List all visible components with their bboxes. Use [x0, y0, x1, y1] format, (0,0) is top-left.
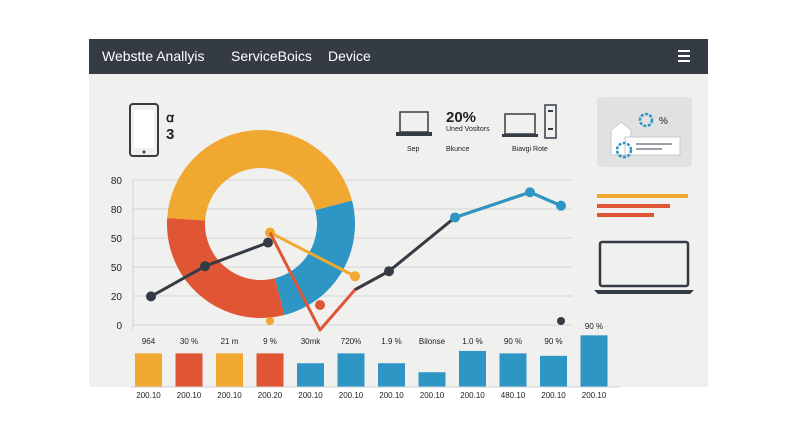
bounce-label: Bkunce: [446, 146, 469, 153]
line-series-blue-point: [450, 212, 460, 223]
bar-chart: 964 200.10 30 % 200.10 21 m 200.10 9 % 200.20 30…: [135, 322, 608, 400]
bar-bottom-label: 200.10: [217, 391, 242, 400]
bar-bottom-label: 200.10: [379, 391, 404, 400]
donut-slice: [274, 200, 355, 316]
bar-bottom-label: 480.10: [501, 391, 526, 400]
phone-widget-glyph: ꭤ: [166, 110, 175, 125]
line-series-blue: [454, 190, 562, 219]
line-series-dark-point: [200, 261, 210, 272]
bar-top-label: 90 %: [544, 337, 562, 346]
bar-top-label: 21 m: [221, 337, 239, 346]
gear-icon-large: [615, 141, 633, 159]
bar: [175, 353, 203, 387]
progress-line-red-1: [597, 204, 670, 208]
line-series-orange-point: [350, 271, 360, 282]
bar-bottom-label: 200.10: [298, 391, 323, 400]
y-tick-label: 0: [116, 321, 122, 332]
line-series-blue-point: [525, 187, 535, 198]
bar: [297, 363, 324, 387]
laptop-icon: [396, 111, 432, 136]
nav-item-website-analysis[interactable]: Webstte Anallyis: [102, 48, 205, 64]
bar: [256, 353, 284, 387]
orange-marker-point: [266, 317, 274, 325]
bar-bottom-label: 200.10: [582, 391, 607, 400]
y-tick-label: 50: [111, 234, 123, 245]
donut-chart: [167, 130, 355, 318]
bar-top-label: 964: [142, 337, 156, 346]
bar-top-label: 30mk: [301, 337, 322, 346]
dark-marker-point: [557, 317, 565, 325]
bar: [135, 353, 162, 387]
bar-top-label: 90 %: [585, 322, 603, 331]
line-series-dark-point: [146, 291, 156, 302]
bar: [337, 353, 365, 387]
line-series-dark-point: [263, 237, 273, 248]
line-series-dark-point: [384, 266, 394, 277]
bar-top-label: 90 %: [504, 337, 522, 346]
sep-label: Sep: [407, 146, 420, 153]
top-navbar: Webstte Anallyis ServiceBoics Device: [89, 39, 708, 74]
y-axis-ticks: 80 80 50 50 20 0: [111, 176, 123, 332]
donut-slice: [167, 130, 353, 221]
bar-bottom-label: 200.10: [420, 391, 445, 400]
bar: [216, 353, 243, 387]
y-tick-label: 80: [111, 176, 123, 187]
bar: [459, 350, 486, 387]
bar-top-label: 30 %: [180, 337, 198, 346]
bar-top-label: 1.9 %: [381, 337, 401, 346]
hamburger-menu-icon[interactable]: [678, 50, 690, 62]
bar-bottom-label: 200.10: [339, 391, 364, 400]
nav-item-service[interactable]: ServiceBoics: [231, 48, 312, 64]
bar-top-label: 720%: [341, 337, 361, 346]
y-tick-label: 80: [111, 205, 123, 216]
bar-top-label: 1.0 %: [462, 337, 482, 346]
bounce-rate-label: Biavgi Rote: [512, 146, 548, 153]
bar-bottom-label: 200.10: [177, 391, 202, 400]
phone-icon: [129, 103, 159, 157]
bar: [499, 353, 527, 387]
y-tick-label: 50: [111, 263, 123, 274]
nav-item-device[interactable]: Device: [328, 48, 371, 64]
donut-slice: [167, 218, 285, 318]
progress-line-red-2: [597, 213, 654, 217]
desktop-computer-icon: [502, 104, 557, 139]
y-tick-label: 20: [111, 292, 123, 303]
bar: [580, 335, 608, 387]
bar: [540, 355, 567, 387]
bar-top-label: Bilonse: [419, 337, 446, 346]
bar-bottom-label: 200.10: [460, 391, 485, 400]
line-series: [146, 187, 566, 332]
bar: [378, 363, 405, 387]
visitors-caption: Uned Vosltors: [446, 126, 490, 133]
line-series-orange: [269, 231, 356, 278]
laptop-large-icon: [594, 240, 694, 294]
bar: [418, 372, 446, 387]
phone-widget-value: 3: [166, 126, 174, 143]
progress-line-orange: [597, 194, 688, 198]
settings-percent: %: [659, 116, 668, 127]
gear-icon: [638, 112, 654, 128]
visitors-percent: 20%: [446, 109, 476, 126]
line-series-blue-point: [556, 200, 566, 211]
line-series-red-point: [315, 300, 325, 310]
bar-bottom-label: 200.10: [136, 391, 161, 400]
settings-card: [597, 97, 692, 167]
bar-bottom-label: 200.20: [258, 391, 283, 400]
bar-top-label: 9 %: [263, 337, 277, 346]
bar-bottom-label: 200.10: [541, 391, 566, 400]
